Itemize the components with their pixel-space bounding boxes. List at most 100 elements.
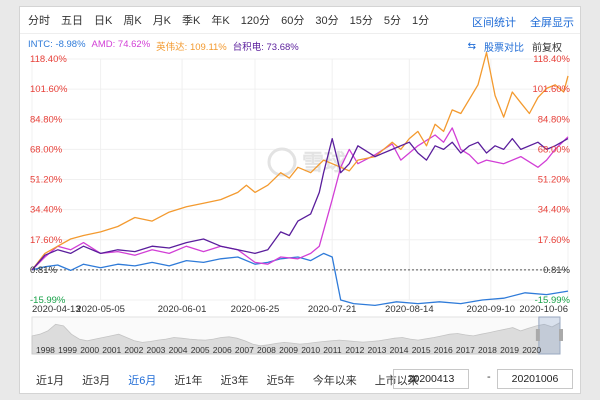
x-tick-label-2: 2020-06-01 — [158, 304, 207, 315]
period-4[interactable]: 近3年 — [220, 375, 249, 387]
overview-year-13: 2011 — [323, 345, 342, 355]
period-2[interactable]: 近6月 — [128, 375, 157, 387]
overview-year-7: 2005 — [191, 345, 210, 355]
series-legend: INTC: -8.98% AMD: 74.62% 英伟达: 109.11% 台积电: … — [28, 39, 299, 53]
overview-year-11: 2009 — [279, 345, 298, 355]
series-line-amd — [31, 127, 569, 271]
overview-selection — [538, 316, 561, 355]
range-stats-link[interactable]: 区间统计 — [472, 17, 516, 29]
x-tick-label-7: 2020-10-06 — [519, 304, 568, 315]
overview-year-15: 2013 — [368, 345, 387, 355]
overview-year-4: 2002 — [124, 345, 143, 355]
period-0[interactable]: 近1月 — [36, 375, 65, 387]
overview-handle-right[interactable] — [559, 329, 563, 341]
overview-year-8: 2006 — [213, 345, 232, 355]
overview-year-9: 2007 — [235, 345, 254, 355]
tab-10[interactable]: 15分 — [349, 15, 373, 27]
legend-item-amd[interactable]: AMD: 74.62% — [91, 39, 151, 50]
tab-9[interactable]: 30分 — [315, 15, 339, 27]
overview-year-0: 1998 — [36, 345, 55, 355]
overview-area — [31, 321, 561, 355]
series-line-tsm — [31, 137, 569, 271]
overview-year-3: 2001 — [102, 345, 121, 355]
legend-item-nvda[interactable]: 英伟达: 109.11% — [156, 42, 227, 53]
date-separator: - — [487, 371, 491, 383]
y-tick-right-3: 68.00% — [538, 144, 571, 155]
y-tick-left-4: 51.20% — [30, 175, 63, 186]
x-tick-label-4: 2020-07-21 — [308, 304, 357, 315]
tab-5[interactable]: 季K — [182, 15, 201, 27]
y-tick-left-8: -15.99% — [30, 295, 66, 306]
x-tick-label-3: 2020-06-25 — [231, 304, 280, 315]
compare-icon[interactable]: ⇆ — [467, 41, 476, 52]
start-date-input[interactable]: 20200413 — [393, 369, 469, 389]
overview-handle-left[interactable] — [535, 329, 540, 341]
watermark-logo-icon — [267, 147, 297, 177]
toolbar-links: 区间统计 全屏显示 — [472, 14, 574, 30]
tab-11[interactable]: 5分 — [383, 15, 401, 27]
y-tick-right-2: 84.80% — [538, 114, 571, 125]
tab-4[interactable]: 月K — [152, 15, 172, 27]
overview-year-19: 2017 — [456, 345, 475, 355]
period-1[interactable]: 近3月 — [82, 375, 111, 387]
y-tick-right-8: -15.99% — [535, 295, 571, 306]
grid-lines — [31, 58, 569, 301]
period-7[interactable]: 上市以来 — [374, 375, 419, 387]
legend-item-intc[interactable]: INTC: -8.98% — [28, 39, 86, 50]
y-tick-right-4: 51.20% — [538, 175, 571, 186]
overview-navigator[interactable]: 1998 1999 2000 2001 2002 2003 2004 2005 2006 2007… — [31, 316, 563, 355]
y-tick-left-5: 34.40% — [30, 205, 63, 216]
tab-6[interactable]: 年K — [211, 15, 230, 27]
overview-year-17: 2015 — [412, 345, 431, 355]
overview-year-16: 2014 — [390, 345, 409, 355]
tab-7[interactable]: 120分 — [240, 15, 271, 27]
x-tick-label-5: 2020-08-14 — [385, 304, 434, 315]
legend-item-tsm[interactable]: 台积电: 73.68% — [232, 42, 299, 53]
compare-stocks-button[interactable]: 股票对比 — [484, 43, 524, 54]
tab-3[interactable]: 周K — [123, 15, 142, 27]
period-3[interactable]: 近1年 — [174, 375, 203, 387]
x-tick-label-0: 2020-04-13 — [32, 304, 81, 315]
x-tick-label-1: 2020-05-05 — [76, 304, 125, 315]
series-line-intc — [31, 252, 569, 307]
series-lines — [31, 51, 569, 307]
tab-1[interactable]: 五日 — [61, 15, 83, 27]
overview-year-6: 2004 — [169, 345, 188, 355]
y-tick-left-3: 68.00% — [30, 144, 63, 155]
overview-year-18: 2016 — [434, 345, 453, 355]
end-date-input[interactable]: 20201006 — [497, 369, 573, 389]
adjustment-toggle[interactable]: 前复权 — [532, 43, 562, 54]
overview-year-12: 2010 — [301, 345, 320, 355]
y-tick-right-0: 118.40% — [533, 54, 570, 65]
chart-panel: 分时 五日 日K 周K 月K 季K 年K 120分 60分 30分 15分 5分 1分 区间统计 全屏显… — [19, 6, 581, 394]
overview-year-14: 2012 — [345, 345, 364, 355]
comparison-chart[interactable]: 雪球 118.40%101.60%84.80%68.00%51.20%34.40… — [20, 7, 580, 367]
fullscreen-link[interactable]: 全屏显示 — [530, 17, 574, 29]
y-tick-right-7: 0.81% — [543, 265, 570, 276]
y-tick-left-0: 118.40% — [30, 54, 67, 65]
overview-year-2: 2000 — [80, 345, 99, 355]
period-6[interactable]: 今年以来 — [312, 375, 357, 387]
y-tick-left-6: 17.60% — [30, 235, 63, 246]
y-tick-left-7: 0.81% — [30, 265, 57, 276]
interval-tabs: 分时 五日 日K 周K 月K 季K 年K 120分 60分 30分 15分 5分 1分 — [20, 7, 580, 34]
overview-year-1: 1999 — [58, 345, 77, 355]
tab-8[interactable]: 60分 — [281, 15, 305, 27]
overview-year-20: 2018 — [478, 345, 497, 355]
y-tick-left-2: 84.80% — [30, 114, 63, 125]
y-axis-left: 118.40% 101.60% 84.80% 68.00% 51.20% 34.40% 17… — [30, 54, 68, 306]
overview-year-22: 2020 — [522, 345, 541, 355]
period-5[interactable]: 近5年 — [266, 375, 295, 387]
period-selector: 近1月 近3月 近6月 近1年 近3年 近5年 今年以来 上市以来 — [20, 367, 580, 393]
tab-12[interactable]: 1分 — [411, 15, 430, 27]
overview-year-10: 2008 — [257, 345, 276, 355]
y-tick-right-6: 17.60% — [538, 235, 571, 246]
x-tick-label-6: 2020-09-10 — [467, 304, 516, 315]
overview-year-21: 2019 — [500, 345, 519, 355]
series-line-nvda — [31, 51, 569, 271]
tab-0[interactable]: 分时 — [28, 15, 50, 27]
tab-2[interactable]: 日K — [94, 15, 113, 27]
y-tick-right-1: 101.60% — [532, 84, 570, 95]
y-tick-left-1: 101.60% — [30, 84, 68, 95]
